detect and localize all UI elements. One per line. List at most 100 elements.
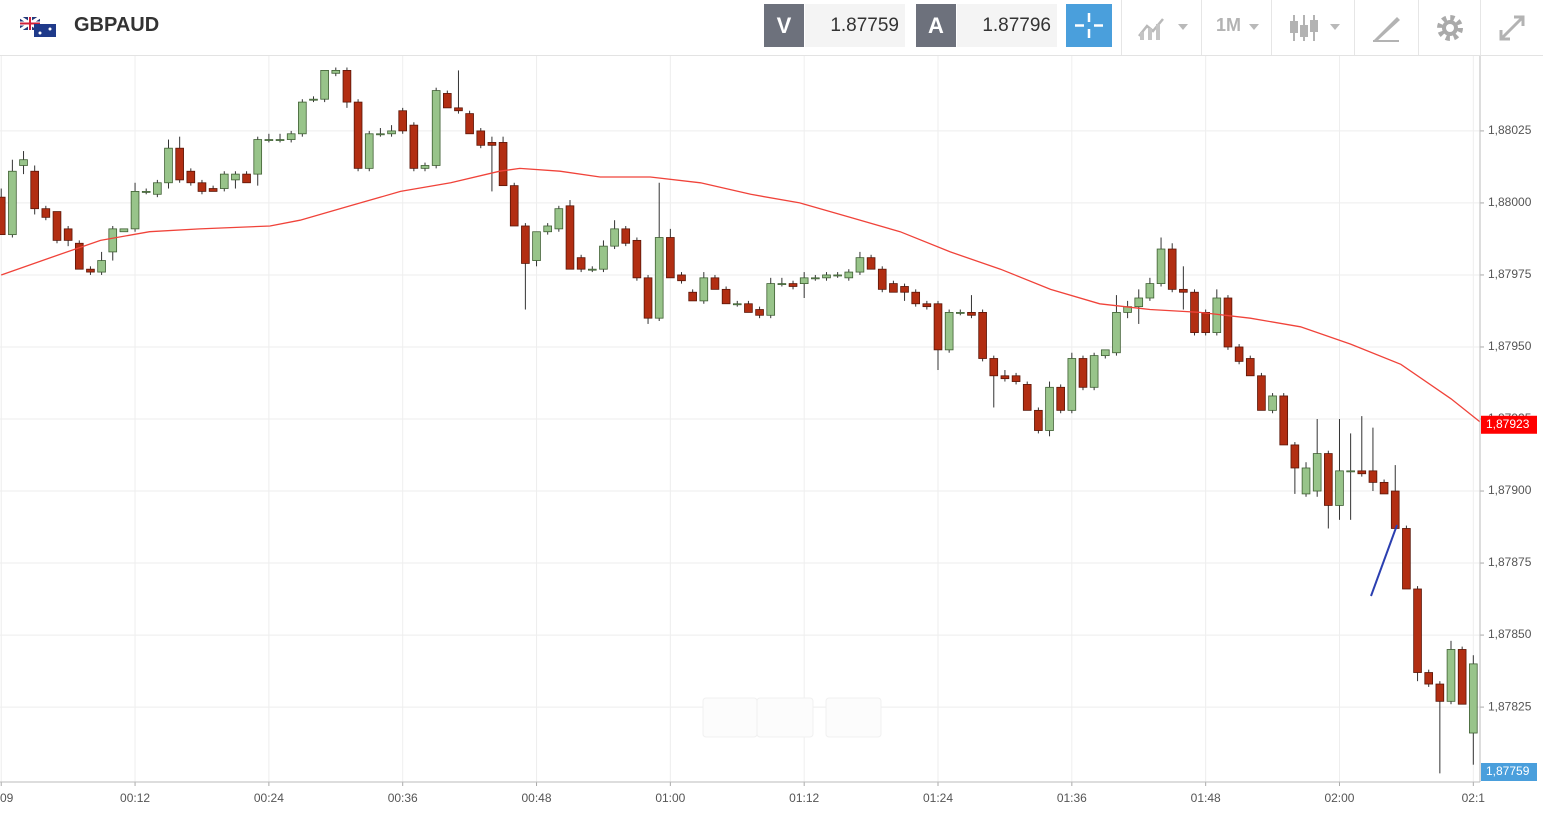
chart-type-button[interactable]: [1136, 14, 1192, 42]
timeframe-caret[interactable]: [1246, 14, 1262, 42]
bid-price[interactable]: 1.87759: [805, 4, 905, 47]
y-tick-label: 1,88025: [1488, 123, 1532, 137]
moving-average-line: [0, 167, 1481, 423]
drawing-button[interactable]: [1370, 12, 1402, 44]
candle-body: [487, 142, 497, 146]
price-marker: [1481, 763, 1537, 781]
trend-line-drawing[interactable]: [1370, 524, 1398, 597]
toolbar: GBPAUD V 1.87759 A 1.87796 1M: [0, 0, 1543, 56]
zoom-button[interactable]: [702, 697, 758, 738]
candle-body: [175, 147, 184, 181]
candle-body: [1346, 470, 1355, 473]
candle-body: [1413, 588, 1422, 673]
candle-body: [922, 303, 932, 308]
fullscreen-button[interactable]: [1496, 12, 1528, 44]
y-tick-label: 1,87975: [1488, 267, 1532, 281]
x-tick-label: 02:00: [1324, 791, 1354, 805]
candle-body: [119, 228, 129, 233]
candle-body: [509, 185, 519, 227]
candle-body: [1469, 663, 1478, 734]
candle-body: [309, 98, 318, 101]
candle-body: [788, 283, 798, 287]
candle-body: [587, 268, 597, 271]
candle-body: [1402, 528, 1411, 590]
reset-button[interactable]: [825, 697, 882, 738]
y-tick-label: 1,87900: [1488, 483, 1532, 497]
candle-body: [52, 211, 62, 241]
candle-body: [1156, 248, 1166, 284]
candle-body: [1167, 248, 1177, 290]
candle-body: [1257, 375, 1266, 411]
candle-body: [298, 101, 307, 135]
x-tick-label: 00:12: [120, 791, 150, 805]
candle-body: [454, 107, 463, 112]
candle-body: [197, 182, 207, 192]
candle-body: [342, 70, 352, 103]
candle-body: [108, 228, 118, 253]
candle-body: [855, 257, 865, 273]
candle-body: [387, 130, 396, 135]
candle-body: [275, 139, 285, 141]
ask-label[interactable]: A: [916, 4, 956, 47]
candle-body: [1368, 470, 1378, 483]
symbol: GBPAUD: [74, 14, 160, 36]
candle-body: [97, 260, 106, 273]
candle-body: [0, 196, 6, 236]
candle-body: [1357, 470, 1367, 475]
candle-body: [956, 312, 965, 314]
price-marker-label: 1,87759: [1486, 764, 1530, 778]
candle-body: [543, 225, 552, 233]
candle-body: [86, 268, 95, 273]
candle-body: [231, 173, 240, 181]
zoom-button[interactable]: [756, 697, 814, 738]
candle-body: [1245, 358, 1255, 377]
candle-body: [732, 303, 742, 306]
candle-body: [521, 225, 530, 264]
candle-type-button[interactable]: [1288, 12, 1344, 44]
candle-body: [141, 191, 151, 193]
y-tick-label: 1,87850: [1488, 627, 1532, 641]
candle-body: [364, 133, 374, 169]
candle-body: [1379, 481, 1389, 495]
candle-body: [1279, 395, 1289, 446]
candle-body: [1324, 453, 1333, 506]
candle-body: [989, 358, 999, 377]
ask-price[interactable]: 1.87796: [957, 4, 1057, 47]
candle-body: [889, 283, 898, 293]
candle-body: [833, 274, 842, 277]
candle-body: [253, 139, 263, 175]
candle-body: [320, 70, 329, 100]
candle-body: [30, 170, 39, 210]
x-tick-label: 01:24: [923, 791, 953, 805]
candle-body: [1134, 297, 1144, 308]
settings-button[interactable]: [1434, 12, 1466, 44]
crosshair-button[interactable]: [1066, 4, 1112, 47]
candle-body: [376, 133, 385, 136]
candle-body: [186, 170, 196, 184]
y-tick-label: 1,88000: [1488, 195, 1532, 209]
candle-body: [1011, 375, 1021, 382]
candle-body: [409, 124, 419, 169]
price-marker: [1481, 415, 1537, 434]
x-tick-label: 01:36: [1057, 791, 1087, 805]
candle-body: [153, 182, 162, 195]
candle-body: [799, 277, 809, 284]
candle-body: [8, 170, 17, 236]
x-tick-label: 09: [0, 791, 14, 805]
bid-label[interactable]: V: [764, 4, 804, 47]
candle-body: [1312, 453, 1322, 492]
candle-body: [1100, 349, 1110, 357]
timeframe-button[interactable]: 1M: [1216, 15, 1242, 35]
candle-body: [532, 231, 541, 261]
candle-body: [777, 283, 787, 285]
candle-body: [1335, 470, 1344, 506]
candle-body: [63, 228, 73, 241]
candle-body: [242, 173, 251, 184]
y-tick-label: 1,87875: [1488, 555, 1532, 569]
candle-body: [688, 291, 697, 302]
candle-body: [1390, 490, 1400, 529]
x-tick-label: 01:12: [789, 791, 819, 805]
candle-body: [1112, 312, 1121, 354]
candle-body: [443, 93, 452, 109]
